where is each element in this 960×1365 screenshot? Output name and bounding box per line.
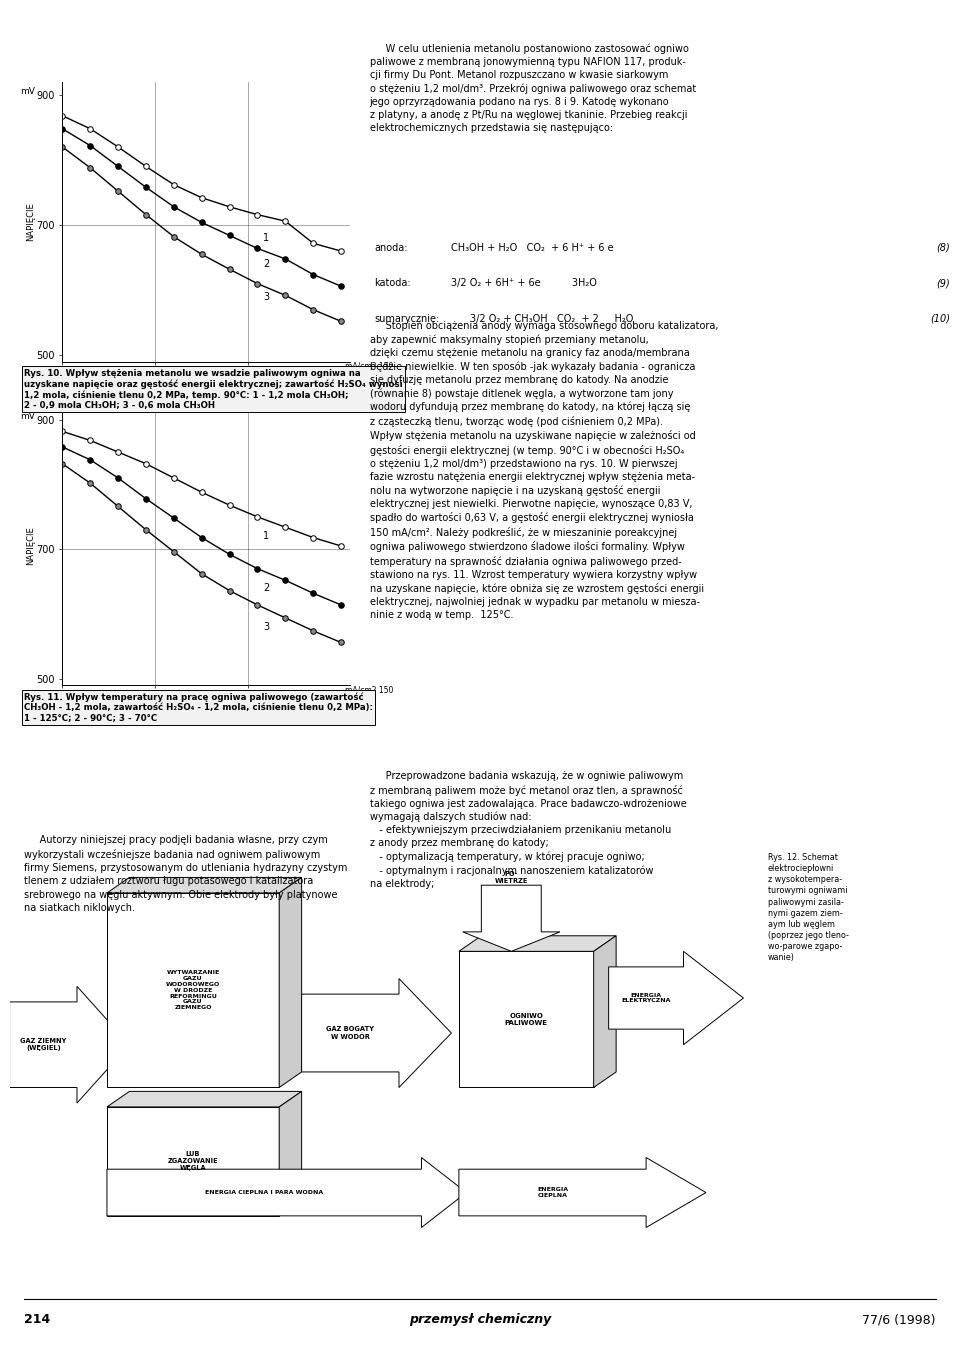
Text: 214: 214 xyxy=(24,1313,50,1327)
Polygon shape xyxy=(107,878,301,893)
Text: anoda:: anoda: xyxy=(374,243,408,253)
Text: Stopień obciążenia anody wymaga stosownego doboru katalizatora,
aby zapewnić mak: Stopień obciążenia anody wymaga stosowne… xyxy=(370,321,718,620)
Text: sumarycznie:: sumarycznie: xyxy=(374,314,440,324)
X-axis label: GĘSTOŚĆ ENERGII ELEKTRYCZNEJ: GĘSTOŚĆ ENERGII ELEKTRYCZNEJ xyxy=(136,706,276,717)
Text: katoda:: katoda: xyxy=(374,278,411,288)
Polygon shape xyxy=(279,1092,301,1216)
Polygon shape xyxy=(609,951,743,1044)
Text: przemysł chemiczny: przemysł chemiczny xyxy=(409,1313,551,1327)
Polygon shape xyxy=(459,951,593,1088)
Text: ENERGIA
CIEPLNA: ENERGIA CIEPLNA xyxy=(537,1188,568,1198)
Polygon shape xyxy=(107,1107,279,1216)
Polygon shape xyxy=(107,893,279,1088)
Text: CH₃OH + H₂O   CO₂  + 6 H⁺ + 6 e: CH₃OH + H₂O CO₂ + 6 H⁺ + 6 e xyxy=(451,243,613,253)
Text: 3: 3 xyxy=(263,292,269,302)
Text: GAZ BOGATY
W WODÓR: GAZ BOGATY W WODÓR xyxy=(326,1026,374,1040)
Text: mV: mV xyxy=(20,412,36,422)
Text: GAZ ZIEMNY
(WĘGIEL): GAZ ZIEMNY (WĘGIEL) xyxy=(20,1039,66,1051)
Text: PO-
WIETRZE: PO- WIETRZE xyxy=(494,871,528,885)
Text: 1: 1 xyxy=(263,531,269,542)
Text: (10): (10) xyxy=(930,314,950,324)
Polygon shape xyxy=(593,936,616,1088)
Polygon shape xyxy=(107,1092,301,1107)
Text: mA/cm2 150: mA/cm2 150 xyxy=(345,362,394,371)
X-axis label: GĘSTOŚĆ ENERGII ELEKTRYCZNEJ: GĘSTOŚĆ ENERGII ELEKTRYCZNEJ xyxy=(136,382,276,393)
Polygon shape xyxy=(301,979,451,1088)
Text: 2: 2 xyxy=(263,259,270,269)
Text: (8): (8) xyxy=(937,243,950,253)
Text: 77/6 (1998): 77/6 (1998) xyxy=(862,1313,936,1327)
Text: mA/cm2 150: mA/cm2 150 xyxy=(345,685,394,695)
Text: W celu utlenienia metanolu postanowiono zastosować ogniwo
paliwowe z membraną jo: W celu utlenienia metanolu postanowiono … xyxy=(370,44,696,134)
Text: Rys. 11. Wpływ temperatury na pracę ogniwa paliwowego (zawartość
CH₃OH - 1,2 mol: Rys. 11. Wpływ temperatury na pracę ogni… xyxy=(24,692,373,722)
Text: 2: 2 xyxy=(263,583,270,594)
Text: (9): (9) xyxy=(937,278,950,288)
Polygon shape xyxy=(459,1158,706,1227)
Polygon shape xyxy=(459,936,616,951)
Text: 3/2 O₂ + 6H⁺ + 6e          3H₂O: 3/2 O₂ + 6H⁺ + 6e 3H₂O xyxy=(451,278,597,288)
Text: Rys. 12. Schemat
elektrociepłowni
z wysokotempera-
turowymi ogniwami
paliwowymi : Rys. 12. Schemat elektrociepłowni z wyso… xyxy=(768,853,849,962)
Text: 3: 3 xyxy=(263,622,269,632)
Text: WYTWARZANIE
GAZU
WODOROWEGO
W DRODZE
REFORMINGU
GAZU
ZIEMNEGO: WYTWARZANIE GAZU WODOROWEGO W DRODZE REF… xyxy=(166,971,220,1010)
Text: Przeprowadzone badania wskazują, że w ogniwie paliwowym
z membraną paliwem może : Przeprowadzone badania wskazują, że w og… xyxy=(370,771,686,889)
Text: LUB
ZGAZOWANIE
WĘGLA: LUB ZGAZOWANIE WĘGLA xyxy=(168,1152,218,1171)
Text: ENERGIA CIEPLNA I PARA WODNA: ENERGIA CIEPLNA I PARA WODNA xyxy=(205,1190,324,1194)
Polygon shape xyxy=(10,987,130,1103)
Text: 3/2 O₂ + CH₃OH   CO₂  + 2     H₂O: 3/2 O₂ + CH₃OH CO₂ + 2 H₂O xyxy=(470,314,634,324)
Text: mV: mV xyxy=(20,87,36,97)
Y-axis label: NAPIĘCIE: NAPIĘCIE xyxy=(26,202,35,242)
Text: 1: 1 xyxy=(263,233,269,243)
Text: OGNIWO
PALIWOWE: OGNIWO PALIWOWE xyxy=(505,1013,548,1026)
Polygon shape xyxy=(107,1158,467,1227)
Text: ENERGIA
ELEKTRYCZNA: ENERGIA ELEKTRYCZNA xyxy=(621,992,671,1003)
Text: Autorzy niniejszej pracy podjęli badania własne, przy czym
wykorzystali wcześnie: Autorzy niniejszej pracy podjęli badania… xyxy=(24,835,348,913)
Polygon shape xyxy=(463,885,560,951)
Polygon shape xyxy=(279,878,301,1088)
Text: Rys. 10. Wpływ stężenia metanolu we wsadzie paliwowym ogniwa na
uzyskane napięci: Rys. 10. Wpływ stężenia metanolu we wsad… xyxy=(24,369,402,410)
Y-axis label: NAPIĘCIE: NAPIĘCIE xyxy=(26,527,35,565)
